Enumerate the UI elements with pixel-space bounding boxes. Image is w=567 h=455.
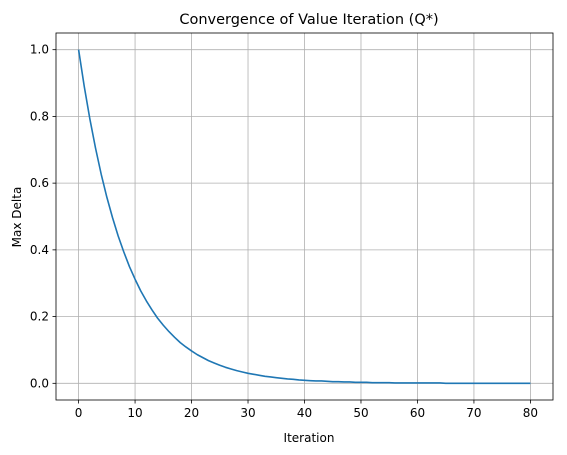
x-axis-ticks: 0 10 20 30 40 50 60 70 80 [75,400,538,420]
y-axis-ticks: 0.0 0.2 0.4 0.6 0.8 1.0 [30,43,56,390]
series-line [77,49,531,385]
x-tick-label: 0 [75,406,83,420]
y-tick-label: 1.0 [30,43,49,57]
grid-lines [56,33,553,400]
x-tick-label: 10 [127,406,142,420]
chart-title: Convergence of Value Iteration (Q*) [179,12,438,28]
x-tick-label: 50 [353,406,368,420]
x-axis-label: Iteration [284,431,335,445]
y-tick-label: 0.8 [30,109,49,123]
y-tick-label: 0.2 [30,310,49,324]
y-axis-label: Max Delta [10,187,24,248]
x-tick-label: 60 [410,406,425,420]
x-tick-label: 30 [240,406,255,420]
y-tick-label: 0.4 [30,243,49,257]
x-tick-label: 80 [523,406,538,420]
x-tick-label: 20 [184,406,199,420]
x-tick-label: 70 [466,406,481,420]
y-tick-label: 0.0 [30,376,49,390]
y-tick-label: 0.6 [30,176,49,190]
x-tick-label: 40 [297,406,312,420]
series-group [77,49,531,385]
